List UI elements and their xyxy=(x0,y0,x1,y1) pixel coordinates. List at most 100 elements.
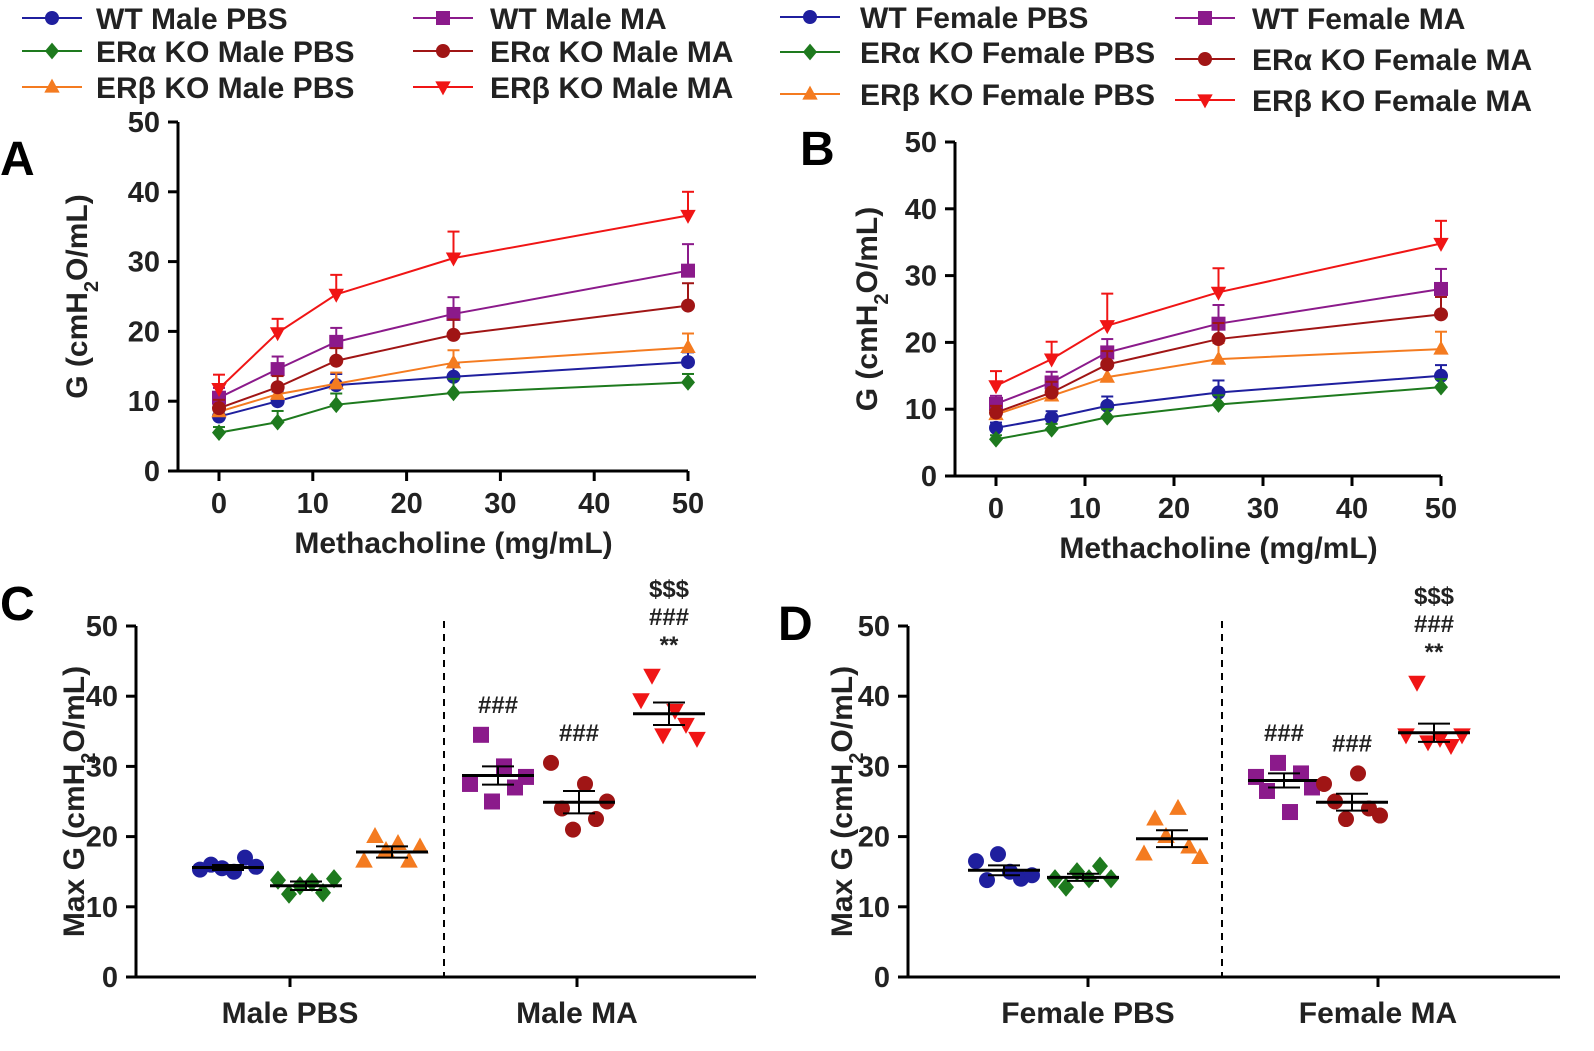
legend-item-wt-male-pbs: WT Male PBS xyxy=(22,3,288,36)
data-point xyxy=(1350,765,1366,782)
data-point xyxy=(1210,286,1227,301)
data-point xyxy=(328,288,344,303)
data-point xyxy=(1304,779,1320,796)
group-erbeta-ko-female-pbs xyxy=(1135,798,1209,865)
data-point xyxy=(1372,807,1388,824)
data-point xyxy=(446,369,461,384)
panel-label: D xyxy=(778,598,813,651)
legend-marker-square xyxy=(1198,11,1212,25)
data-point xyxy=(1169,798,1187,815)
y-tick-label: 30 xyxy=(905,261,937,293)
legend-item-eralpha-ko-female-pbs: ERα KO Female PBS xyxy=(780,37,1155,70)
group-label-female-ma: Female MA xyxy=(1299,997,1457,1030)
group-erbeta-ko-male-pbs xyxy=(355,827,429,868)
y-axis-label-unit: O/mL) xyxy=(826,666,859,753)
x-tick-label: 0 xyxy=(211,488,227,520)
data-point xyxy=(1397,728,1415,745)
data-point xyxy=(484,793,500,810)
legend-label: WT Female MA xyxy=(1252,3,1465,36)
data-point xyxy=(643,668,661,685)
data-point xyxy=(577,775,593,792)
data-point xyxy=(269,327,286,342)
data-point xyxy=(1099,320,1115,335)
y-axis-label-main: G (cmH xyxy=(61,292,94,399)
y-axis-label-subscript: 2 xyxy=(78,753,100,764)
legend-item-wt-female-ma: WT Female MA xyxy=(1175,3,1465,36)
x-tick-label: 10 xyxy=(297,488,329,520)
legend-label: ERβ KO Female MA xyxy=(1252,85,1532,118)
data-point xyxy=(1316,775,1332,792)
data-point xyxy=(1282,804,1298,821)
legend-item-eralpha-ko-male-pbs: ERα KO Male PBS xyxy=(22,36,355,69)
legend-item-wt-female-pbs: WT Female PBS xyxy=(780,2,1088,35)
data-point xyxy=(681,263,695,278)
legend-marker-circle xyxy=(1198,52,1212,66)
y-tick-label: 20 xyxy=(86,822,118,854)
y-tick-label: 50 xyxy=(86,611,118,643)
data-point xyxy=(1100,408,1115,426)
legend-item-erbeta-ko-female-ma: ERβ KO Female MA xyxy=(1175,85,1532,118)
legend-item-eralpha-ko-female-ma: ERα KO Female MA xyxy=(1175,44,1532,77)
legend-marker-triangle-up xyxy=(802,85,818,100)
y-tick-label: 10 xyxy=(858,892,890,924)
legend-marker-triangle-up xyxy=(44,78,60,93)
data-point xyxy=(1210,350,1227,365)
y-tick-label: 10 xyxy=(128,386,160,418)
data-point xyxy=(588,811,604,828)
significance-annotation: ### xyxy=(478,692,518,719)
x-tick-label: 30 xyxy=(484,488,516,520)
group-wt-female-pbs xyxy=(968,846,1040,889)
group-eralpha-ko-male-ma: ### xyxy=(543,720,615,838)
significance-annotation: ### xyxy=(559,720,599,747)
data-point xyxy=(212,401,226,416)
y-axis-label: G (cmH2O/mL) xyxy=(61,194,103,398)
data-point xyxy=(1058,877,1074,897)
group-wt-male-ma: ### xyxy=(462,692,534,810)
y-axis-label-main: Max G (cmH xyxy=(58,764,91,937)
data-point xyxy=(1135,844,1153,861)
data-point xyxy=(989,430,1003,448)
legend-marker-circle xyxy=(436,44,450,58)
legend-marker-diamond xyxy=(803,43,817,61)
group-label-female-pbs: Female PBS xyxy=(1001,997,1174,1030)
legend-marker-triangle-down xyxy=(1197,94,1213,109)
y-tick-label: 30 xyxy=(858,751,890,783)
y-tick-label: 50 xyxy=(905,127,937,159)
legend-item-wt-male-ma: WT Male MA xyxy=(413,3,667,36)
significance-annotation: $$$ xyxy=(1414,583,1455,610)
y-tick-label: 30 xyxy=(128,247,160,279)
panel-label: B xyxy=(800,123,835,176)
data-point xyxy=(446,327,461,342)
significance-annotation: ** xyxy=(1425,639,1444,666)
significance-annotation: ** xyxy=(660,632,679,659)
data-point xyxy=(1434,281,1448,296)
data-point xyxy=(462,775,478,792)
data-point xyxy=(446,384,461,402)
legend-label: ERβ KO Female PBS xyxy=(860,79,1155,112)
x-axis-label: Methacholine (mg/mL) xyxy=(1059,532,1377,565)
group-eralpha-ko-female-ma: ### xyxy=(1316,730,1388,828)
y-axis-label-subscript: 2 xyxy=(846,753,868,764)
significance-annotation: ### xyxy=(649,604,689,631)
series-eralpha-ko-male-pbs xyxy=(212,372,695,442)
data-point xyxy=(1270,754,1286,771)
y-axis-label: G (cmH2O/mL) xyxy=(851,207,893,411)
data-point xyxy=(666,703,684,720)
legend-label: ERα KO Female PBS xyxy=(860,37,1155,70)
y-axis-label-subscript: 2 xyxy=(81,281,103,292)
data-point xyxy=(1044,420,1059,438)
data-point xyxy=(1044,410,1059,425)
data-point xyxy=(681,298,695,313)
y-tick-label: 20 xyxy=(128,316,160,348)
x-axis-label: Methacholine (mg/mL) xyxy=(294,527,612,560)
group-erbeta-ko-female-ma: $$$###** xyxy=(1397,583,1471,755)
legend-label: ERα KO Male PBS xyxy=(96,36,355,69)
y-tick-label: 40 xyxy=(86,681,118,713)
series-eralpha-ko-female-ma xyxy=(989,295,1448,420)
legend-label: ERβ KO Male MA xyxy=(490,72,733,105)
data-point xyxy=(446,306,461,321)
data-point xyxy=(212,390,226,405)
data-point xyxy=(990,846,1006,863)
data-point xyxy=(1044,385,1059,400)
